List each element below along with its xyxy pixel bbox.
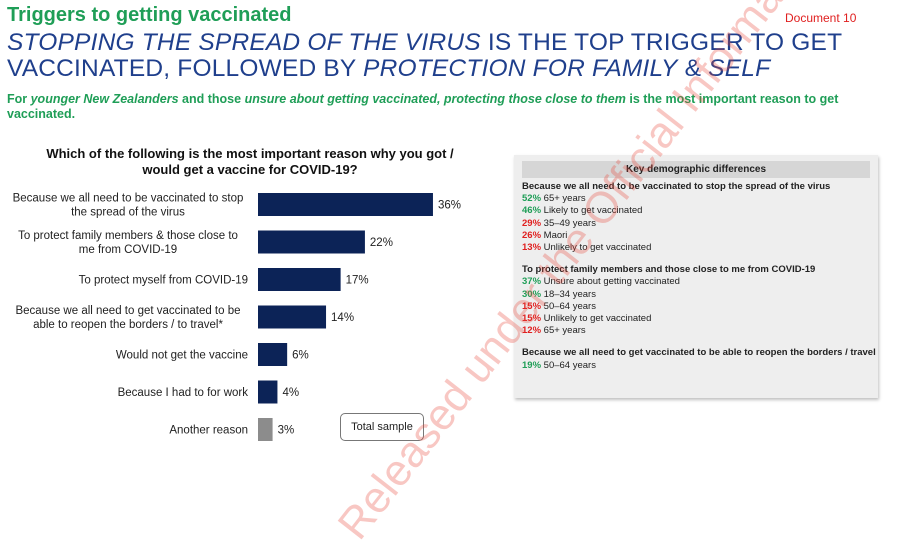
- demographic-group-title: To protect family members and those clos…: [522, 264, 816, 276]
- demographic-pct: 52%: [522, 193, 542, 205]
- bar-chart: 36% Because we all need to be vaccinated …: [13, 193, 461, 441]
- demographic-label: 50–64 years: [541, 359, 596, 371]
- demographic-pct: 30%: [522, 288, 542, 300]
- demographic-group-title: Because we all need to get vaccinated to…: [522, 347, 876, 359]
- demographics-title: Key demographic differences: [522, 161, 870, 178]
- category-label-3: To protect myself from COVID-19: [79, 275, 248, 287]
- demographic-label: Unlikely to get vaccinated: [541, 313, 652, 325]
- bar-value-label-1: 36%: [438, 200, 461, 212]
- demographic-pct: 29%: [522, 217, 542, 229]
- demographic-pct: 37%: [522, 276, 542, 288]
- bar-value-label-5: 6%: [292, 350, 309, 362]
- demographic-item: 37% Unsure about getting vaccinated: [522, 276, 878, 288]
- demographic-item: 46% Likely to get vaccinated: [522, 205, 878, 217]
- demographic-pct: 46%: [522, 205, 542, 217]
- bar-4: [258, 305, 327, 329]
- subheadline-text-3: is the most important reason to get vacc…: [7, 92, 839, 121]
- headline-emphasis-1: STOPPING THE SPREAD OF THE VIRUS: [7, 29, 481, 56]
- bar-7: [258, 418, 273, 441]
- demographic-label: Maori: [541, 229, 568, 241]
- demographic-label: 65+ years: [541, 325, 586, 337]
- headline-text-2: &: [677, 55, 709, 82]
- demographic-pct: 19%: [522, 359, 542, 371]
- subheadline-emphasis-2: unsure about getting vaccinated, protect…: [244, 92, 626, 106]
- category-label-6: Because I had to for work: [118, 387, 249, 399]
- demographic-item: 15% Unlikely to get vaccinated: [522, 313, 878, 325]
- document-label: Document 10: [785, 11, 857, 25]
- category-label-2: To protect family members & those close …: [18, 230, 238, 256]
- demographic-label: 35–49 years: [541, 217, 596, 229]
- subheadline-emphasis-1: younger New Zealanders: [30, 92, 179, 106]
- category-label-4: Because we all need to get vaccinated to…: [15, 305, 240, 331]
- headline-text-1: IS THE TOP TRIGGER TO GET VACCINATED, FO…: [7, 29, 842, 82]
- demographic-label: Likely to get vaccinated: [541, 205, 643, 217]
- headline-emphasis-3: SELF: [708, 55, 771, 82]
- headline-emphasis-2: PROTECTION FOR FAMILY: [363, 55, 678, 82]
- demographic-item: 52% 65+ years: [522, 193, 878, 205]
- demographic-item: 13% Unlikely to get vaccinated: [522, 242, 878, 254]
- section-title: Triggers to getting vaccinated: [7, 4, 292, 26]
- demographic-item: 19% 50–64 years: [522, 360, 878, 372]
- total-sample-label: Total sample: [340, 413, 424, 441]
- bar-6: [258, 380, 278, 404]
- bar-value-label-6: 4%: [282, 387, 299, 399]
- bar-1: [258, 193, 433, 216]
- demographics-panel: Key demographic differences Because we a…: [514, 155, 878, 398]
- demographic-item: 30% 18–34 years: [522, 289, 878, 301]
- demographic-label: Unsure about getting vaccinated: [541, 276, 680, 288]
- bar-value-label-7: 3%: [278, 425, 295, 437]
- demographic-group: To protect family members and those clos…: [522, 264, 878, 337]
- demographic-item: 15% 50–64 years: [522, 301, 878, 313]
- demographic-pct: 15%: [522, 313, 542, 325]
- bar-3: [258, 268, 341, 291]
- bar-value-label-2: 22%: [370, 237, 393, 249]
- subheadline-text-1: For: [7, 92, 31, 106]
- demographic-pct: 12%: [522, 325, 542, 337]
- demographic-item: 29% 35–49 years: [522, 218, 878, 230]
- demographic-pct: 13%: [522, 242, 542, 254]
- headline: STOPPING THE SPREAD OF THE VIRUS IS THE …: [7, 30, 902, 82]
- demographic-label: 18–34 years: [541, 288, 596, 300]
- demographic-label: 65+ years: [541, 193, 586, 205]
- category-label-7: Another reason: [169, 425, 248, 437]
- subheadline: For younger New Zealanders and those uns…: [7, 92, 902, 122]
- bar-5: [258, 343, 288, 366]
- demographics-body: Because we all need to be vaccinated to …: [514, 178, 878, 372]
- bar-value-label-3: 17%: [346, 275, 369, 287]
- demographic-group: Because we all need to get vaccinated to…: [522, 347, 878, 371]
- subheadline-text-2: and those: [178, 92, 245, 106]
- demographic-group-title: Because we all need to be vaccinated to …: [522, 181, 831, 192]
- demographic-pct: 26%: [522, 229, 542, 241]
- demographic-item: 26% Maori: [522, 230, 878, 242]
- bar-value-label-4: 14%: [331, 312, 354, 324]
- category-label-1: Because we all need to be vaccinated to …: [13, 193, 244, 219]
- demographic-pct: 15%: [522, 300, 542, 312]
- demographic-group: Because we all need to be vaccinated to …: [522, 181, 878, 254]
- chart-question: Which of the following is the most impor…: [46, 146, 454, 177]
- category-label-5: Would not get the vaccine: [116, 350, 248, 362]
- demographic-label: Unlikely to get vaccinated: [541, 242, 652, 254]
- bar-2: [258, 230, 365, 254]
- demographic-item: 12% 65+ years: [522, 325, 878, 337]
- demographic-label: 50–64 years: [541, 300, 596, 312]
